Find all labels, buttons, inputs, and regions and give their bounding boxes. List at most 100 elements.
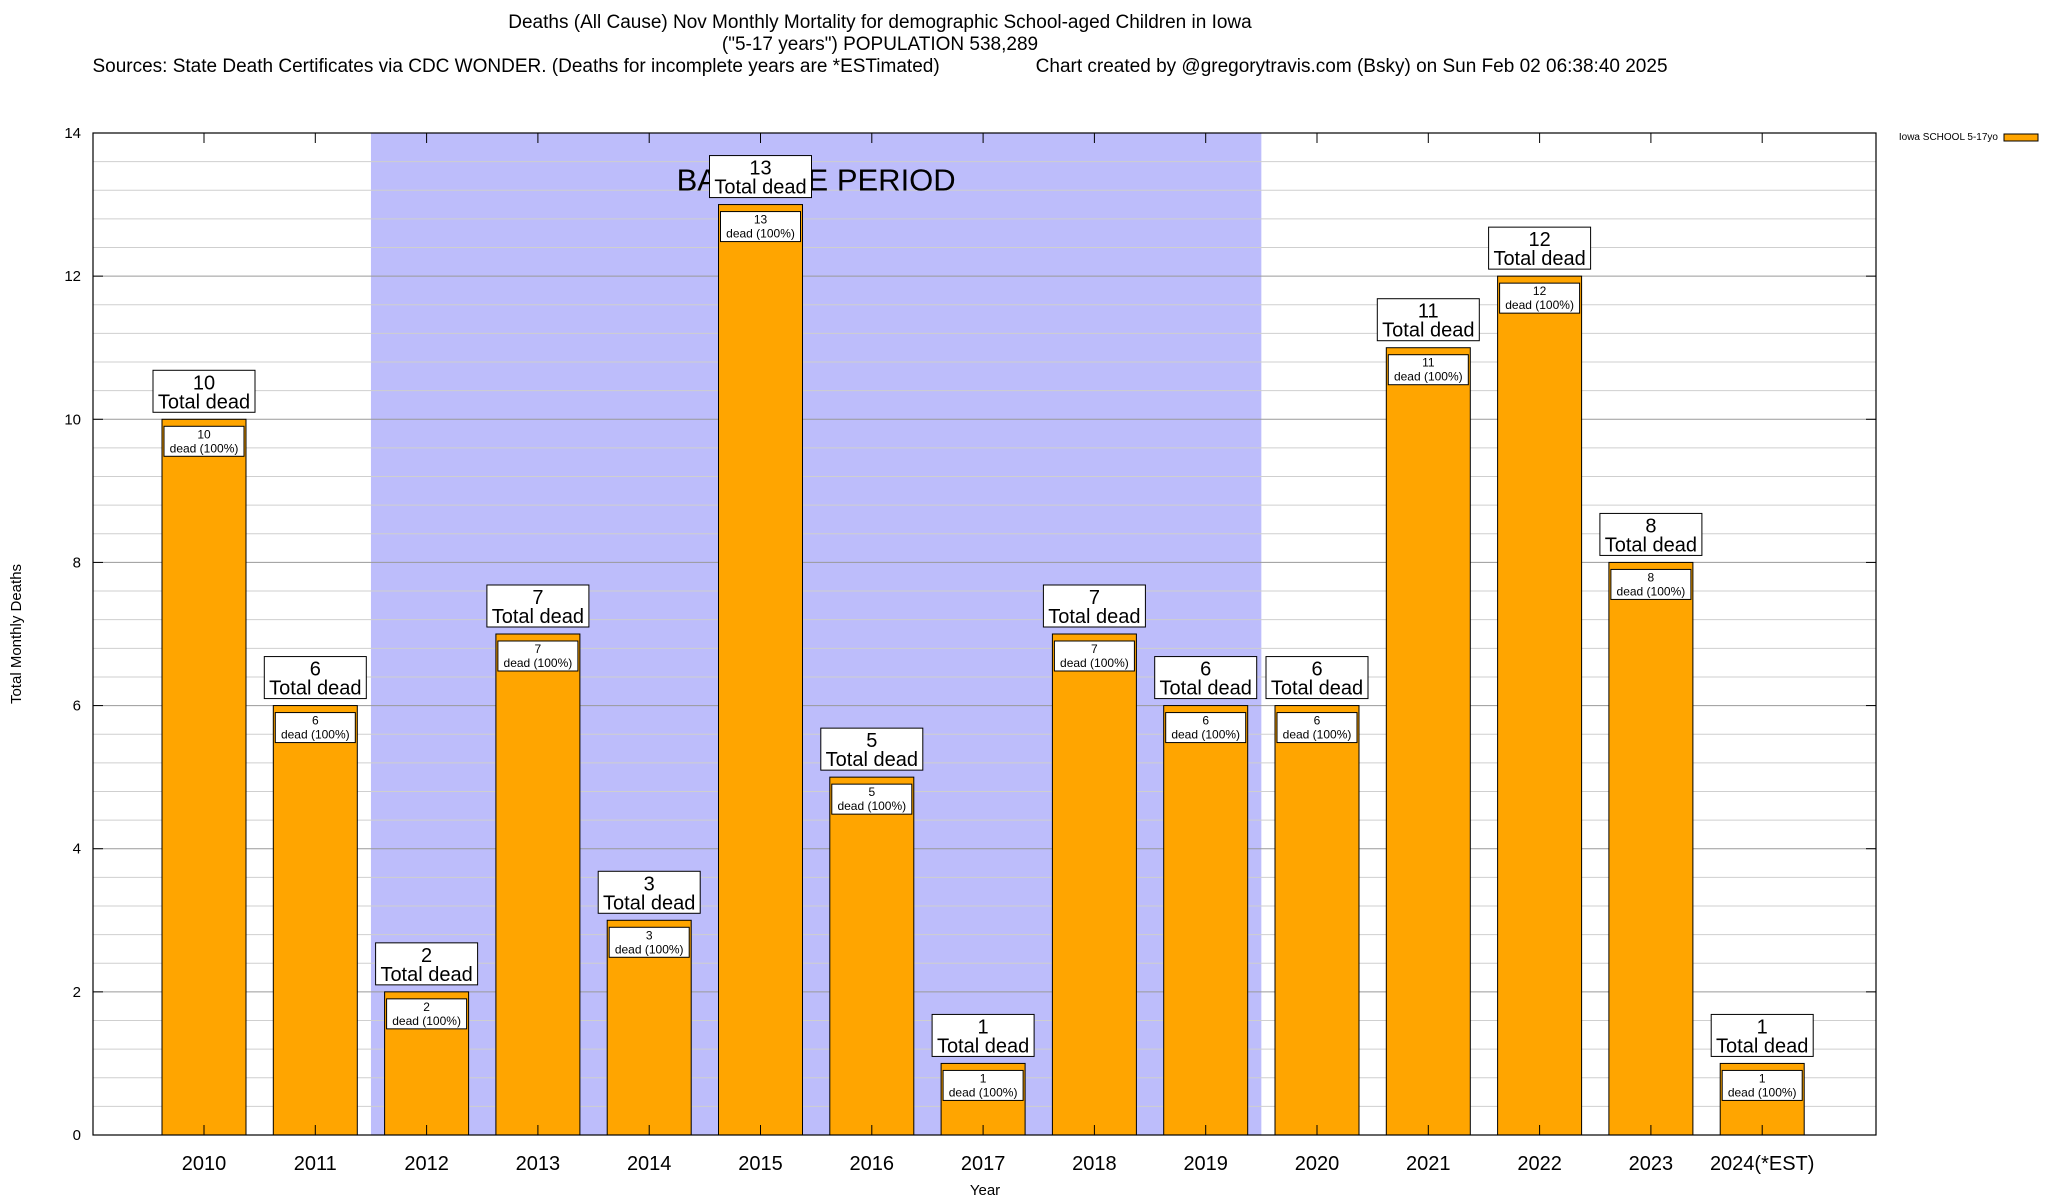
top-label-text: Total dead [714, 177, 806, 199]
inner-label-box [1053, 640, 1135, 672]
top-label-text: Total dead [380, 964, 472, 986]
inner-label-text: dead (100%) [170, 441, 239, 455]
top-label-text: Total dead [492, 606, 584, 628]
bar-2011 [272, 705, 358, 1136]
x-tick-label: 2015 [738, 1153, 783, 1175]
inner-label-box [163, 425, 245, 457]
top-label-box [1154, 656, 1258, 700]
inner-label-text: dead (100%) [1617, 584, 1686, 598]
y-tick-label: 4 [73, 841, 81, 858]
top-label-value: 6 [1311, 659, 1322, 681]
inner-label-box [1387, 354, 1469, 386]
inner-label-box [942, 1069, 1024, 1101]
bar-2019 [1163, 705, 1249, 1136]
inner-label-text: dead (100%) [1728, 1085, 1797, 1099]
top-label-text: Total dead [1048, 606, 1140, 628]
bar-2015 [718, 204, 803, 1136]
x-tick-label: 2020 [1295, 1153, 1340, 1175]
top-label-value: 7 [1089, 587, 1100, 609]
top-label-box [486, 584, 590, 628]
inner-label-box [831, 783, 913, 815]
top-label-value: 6 [1200, 659, 1211, 681]
bar-2021 [1385, 347, 1471, 1136]
inner-label-box [1499, 282, 1581, 314]
top-label-value: 2 [421, 945, 432, 967]
chart-source: Sources: State Death Certificates via CD… [92, 56, 940, 77]
inner-label-text: dead (100%) [837, 799, 906, 813]
top-label-box [709, 155, 812, 199]
y-tick-label: 12 [64, 268, 81, 285]
top-label-text: Total dead [1271, 678, 1363, 700]
y-tick-label: 0 [73, 1127, 81, 1144]
y-tick-label: 6 [73, 698, 81, 715]
y-axis-label: Total Monthly Deaths [8, 564, 25, 704]
inner-label-box [497, 640, 579, 672]
top-label-box [820, 727, 924, 771]
inner-label-value: 6 [1314, 714, 1321, 728]
inner-label-value: 5 [868, 785, 875, 799]
top-label-value: 10 [193, 372, 215, 394]
x-tick-label: 2023 [1629, 1153, 1674, 1175]
top-label-text: Total dead [1493, 248, 1585, 270]
x-tick-label: 2021 [1406, 1153, 1451, 1175]
top-label-box [1599, 512, 1703, 556]
title-block: Deaths (All Cause) Nov Monthly Mortality… [0, 12, 1760, 78]
bar-2016 [829, 776, 915, 1136]
inner-label-text: dead (100%) [615, 942, 684, 956]
x-tick-label: 2016 [850, 1153, 895, 1175]
top-label-box [1042, 584, 1146, 628]
inner-label-text: dead (100%) [504, 656, 573, 670]
x-tick-label: 2010 [182, 1153, 227, 1175]
top-label-box [1710, 1013, 1814, 1057]
inner-label-value: 3 [646, 928, 653, 942]
top-label-box [1488, 226, 1592, 270]
top-label-box [375, 942, 479, 986]
bar-2013 [495, 633, 581, 1136]
y-tick-label: 14 [64, 125, 81, 142]
inner-label-box [1721, 1069, 1803, 1101]
plot-frame [92, 132, 1877, 1136]
top-label-value: 3 [644, 873, 655, 895]
bar-2010 [161, 418, 247, 1136]
top-label-box [1265, 656, 1369, 700]
top-label-text: Total dead [1160, 678, 1252, 700]
inner-label-value: 7 [1091, 642, 1098, 656]
inner-label-value: 11 [1422, 356, 1435, 370]
y-tick-label: 8 [73, 554, 81, 571]
x-tick-label: 2012 [404, 1153, 449, 1175]
legend: Iowa SCHOOL 5-17yo [1899, 132, 2039, 143]
inner-label-box [386, 998, 468, 1030]
inner-label-box [1276, 712, 1358, 744]
inner-label-box [274, 712, 356, 744]
inner-label-value: 6 [1202, 714, 1209, 728]
top-label-box [152, 369, 256, 413]
x-tick-label: 2024(*EST) [1710, 1153, 1815, 1175]
top-label-box [931, 1013, 1035, 1057]
x-tick-label: 2014 [627, 1153, 672, 1175]
top-label-text: Total dead [1382, 320, 1474, 342]
y-tick-label: 10 [64, 411, 81, 428]
chart-credit: Chart created by @gregorytravis.com (Bsk… [1035, 56, 1668, 77]
chart-title: Deaths (All Cause) Nov Monthly Mortality… [508, 12, 1252, 33]
top-label-text: Total dead [826, 749, 918, 771]
legend-label: Iowa SCHOOL 5-17yo [1899, 132, 1999, 143]
inner-label-text: dead (100%) [281, 728, 350, 742]
top-label-value: 13 [749, 158, 771, 180]
top-label-box [597, 870, 701, 914]
